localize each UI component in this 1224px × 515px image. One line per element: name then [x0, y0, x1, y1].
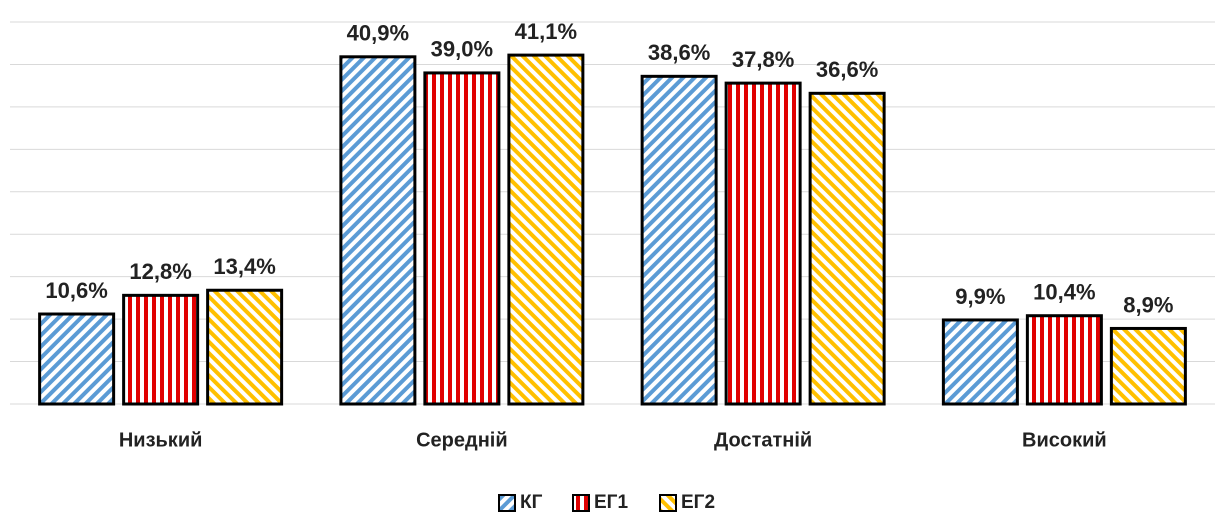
- bar: [941, 318, 1019, 406]
- bar: [122, 293, 200, 406]
- data-label: 36,6%: [816, 57, 878, 82]
- data-label: 41,1%: [515, 19, 577, 44]
- legend-swatch: [498, 494, 516, 512]
- legend-label: ЕГ2: [681, 492, 715, 513]
- bar: [1025, 314, 1103, 406]
- bar: [640, 74, 718, 406]
- data-label: 40,9%: [347, 21, 409, 46]
- data-label: 38,6%: [648, 40, 710, 65]
- bar: [38, 312, 116, 406]
- legend-label: КГ: [520, 492, 543, 513]
- legend-swatch: [659, 494, 677, 512]
- data-label: 13,4%: [213, 254, 275, 279]
- data-label: 10,4%: [1033, 280, 1095, 305]
- data-label: 9,9%: [955, 284, 1005, 309]
- x-tick-label: Високий: [1022, 429, 1107, 451]
- bar: [339, 55, 417, 406]
- bar: [507, 53, 585, 406]
- x-tick-label: Достатній: [714, 429, 812, 451]
- data-label: 39,0%: [431, 37, 493, 62]
- data-label: 37,8%: [732, 47, 794, 72]
- bar: [206, 288, 284, 406]
- data-label: 8,9%: [1123, 292, 1173, 317]
- legend-label: ЕГ1: [594, 492, 628, 513]
- bar: [724, 81, 802, 406]
- legend-swatch: [572, 494, 590, 512]
- data-label: 12,8%: [129, 259, 191, 284]
- x-tick-label: Низький: [119, 429, 203, 451]
- x-tick-label: Середній: [416, 429, 508, 451]
- bar: [808, 91, 886, 406]
- data-label: 10,6%: [45, 278, 107, 303]
- bar: [423, 71, 501, 406]
- bar: [1109, 326, 1187, 406]
